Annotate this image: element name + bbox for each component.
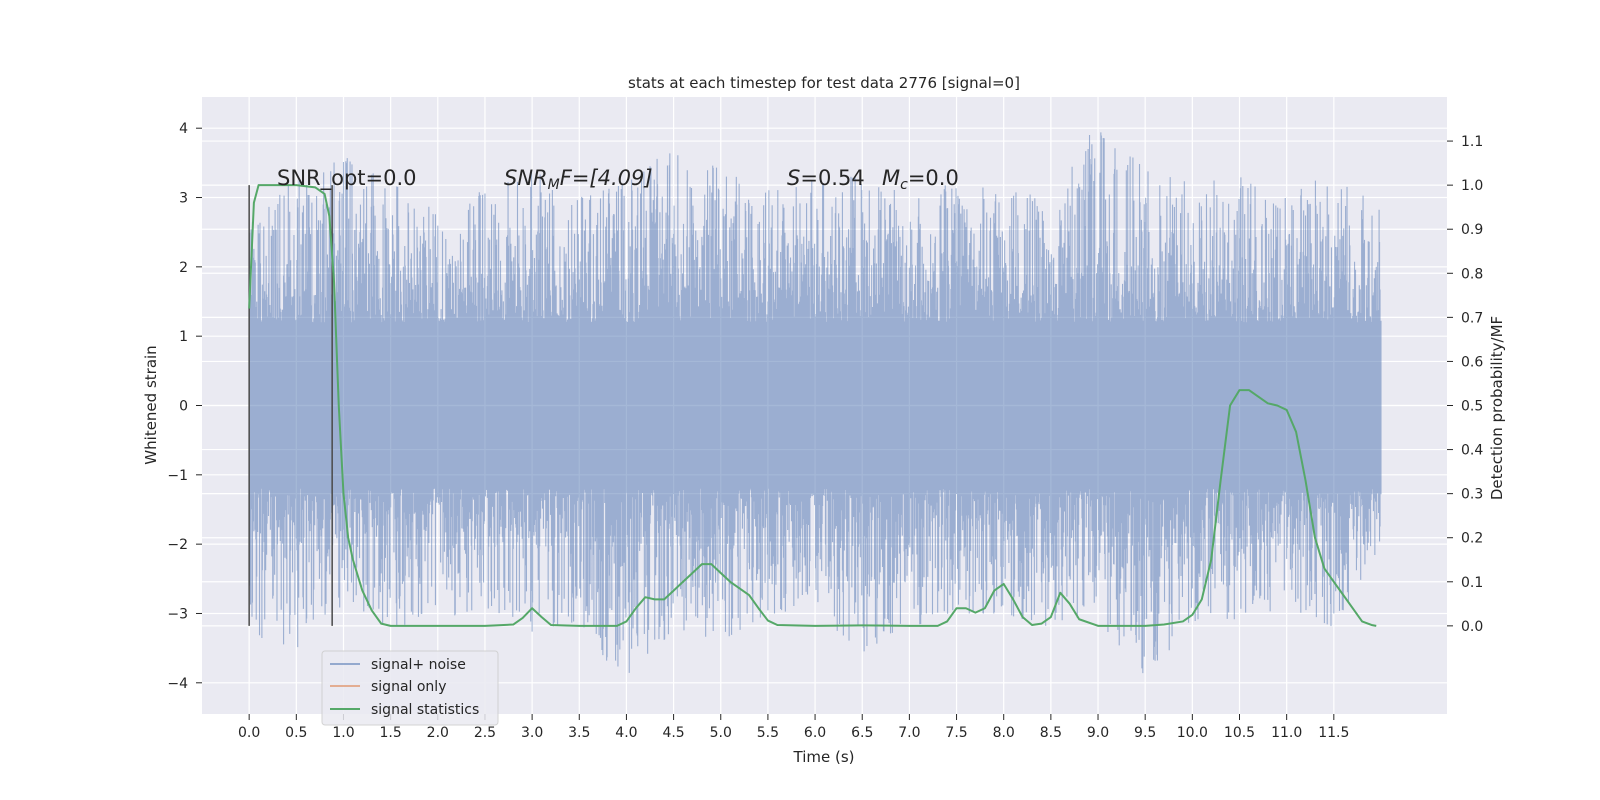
y-right-tick-label: 0.2: [1461, 531, 1483, 547]
y-right-tick-label: 0.5: [1461, 399, 1483, 415]
x-tick-label: 10.5: [1224, 725, 1255, 741]
annotation-snr-mf-rest: F=[4.09]: [560, 166, 653, 190]
y-left-tick-label: −4: [167, 676, 188, 692]
y-left-tick-label: 2: [179, 260, 188, 276]
x-tick-label: 4.5: [662, 725, 684, 741]
annotation-mc-rest: =0.0: [908, 166, 959, 190]
x-tick-label: 3.0: [521, 725, 543, 741]
x-tick-label: 6.0: [804, 725, 826, 741]
legend-label-signal-noise: signal+ noise: [371, 657, 466, 673]
x-axis-label: Time (s): [793, 748, 855, 766]
y-right-tick-label: 0.1: [1461, 575, 1483, 591]
y-left-tick-label: −1: [167, 468, 188, 484]
annotation-s-rest: =0.54: [800, 166, 864, 190]
y-right-axis-label: Detection probability/MF: [1488, 316, 1506, 500]
x-tick-label: 6.5: [851, 725, 873, 741]
x-tick-label: 2.0: [427, 725, 449, 741]
legend-label-signal-only: signal only: [371, 679, 446, 695]
legend-label-signal-statistics: signal statistics: [371, 702, 479, 718]
x-tick-label: 7.0: [898, 725, 920, 741]
y-left-tick-label: 3: [179, 191, 188, 207]
y-left-tick-label: 4: [179, 121, 188, 137]
x-tick-label: 8.5: [1040, 725, 1062, 741]
annotation-snr-opt: SNR_opt=0.0: [277, 166, 417, 191]
y-left-tick-label: −2: [167, 537, 188, 553]
x-tick-label: 5.0: [710, 725, 732, 741]
x-tick-label: 4.0: [615, 725, 637, 741]
y-right-tick-label: 1.1: [1461, 134, 1483, 150]
x-tick-label: 1.0: [332, 725, 354, 741]
annotation-snr-mf-main: SNR: [504, 166, 548, 190]
y-right-tick-label: 0.6: [1461, 354, 1483, 370]
y-right-axis-ticks: 0.0 0.1 0.2 0.3 0.4 0.5 0.6 0.7 0.8 0.9 1.0 1.1: [1447, 134, 1483, 635]
annotation-s-main: S: [787, 166, 800, 190]
y-left-tick-label: 1: [179, 329, 188, 345]
annotation-mc-sub: c: [900, 177, 908, 193]
y-right-tick-label: 0.4: [1461, 443, 1483, 459]
x-tick-label: 0.0: [238, 725, 260, 741]
y-right-tick-label: 0.3: [1461, 487, 1483, 503]
y-left-tick-label: 0: [179, 399, 188, 415]
y-right-tick-label: 1.0: [1461, 178, 1483, 194]
y-left-axis-ticks: −4 −3 −2 −1 0 1 2 3 4: [167, 121, 202, 692]
y-right-tick-label: 0.0: [1461, 619, 1483, 635]
y-right-tick-label: 0.9: [1461, 222, 1483, 238]
annotation-snr-mf: SNRMF=[4.09]: [504, 166, 653, 193]
x-tick-label: 3.5: [568, 725, 590, 741]
legend: signal+ noise signal only signal statist…: [321, 650, 499, 726]
x-tick-label: 1.5: [380, 725, 402, 741]
x-tick-label: 10.0: [1177, 725, 1208, 741]
legend-box: [321, 650, 499, 726]
x-tick-label: 5.5: [757, 725, 779, 741]
x-axis-ticks: 0.0 0.5 1.0 1.5 2.0 2.5 3.0 3.5 4.0 4.5 5.0 5.5 6.0 6…: [238, 714, 1349, 741]
annotation-snr-mf-sub: M: [548, 177, 560, 193]
annotation-s: S=0.54: [787, 166, 865, 190]
x-tick-label: 8.0: [993, 725, 1015, 741]
y-left-tick-label: −3: [167, 606, 188, 622]
annotation-mc: Mc=0.0: [882, 166, 959, 193]
x-tick-label: 2.5: [474, 725, 496, 741]
signal-statistics-line: [248, 184, 1377, 627]
chart-title: stats at each timestep for test data 277…: [628, 74, 1020, 92]
x-tick-label: 11.5: [1318, 725, 1349, 741]
x-tick-label: 11.0: [1271, 725, 1302, 741]
x-tick-label: 9.5: [1134, 725, 1156, 741]
x-tick-label: 0.5: [285, 725, 307, 741]
series-signal-statistics: [248, 184, 1377, 627]
y-left-axis-label: Whitened strain: [142, 345, 160, 464]
x-tick-label: 7.5: [945, 725, 967, 741]
annotation-mc-main: M: [882, 166, 900, 190]
y-right-tick-label: 0.7: [1461, 310, 1483, 326]
y-right-tick-label: 0.8: [1461, 266, 1483, 282]
x-tick-label: 9.0: [1087, 725, 1109, 741]
